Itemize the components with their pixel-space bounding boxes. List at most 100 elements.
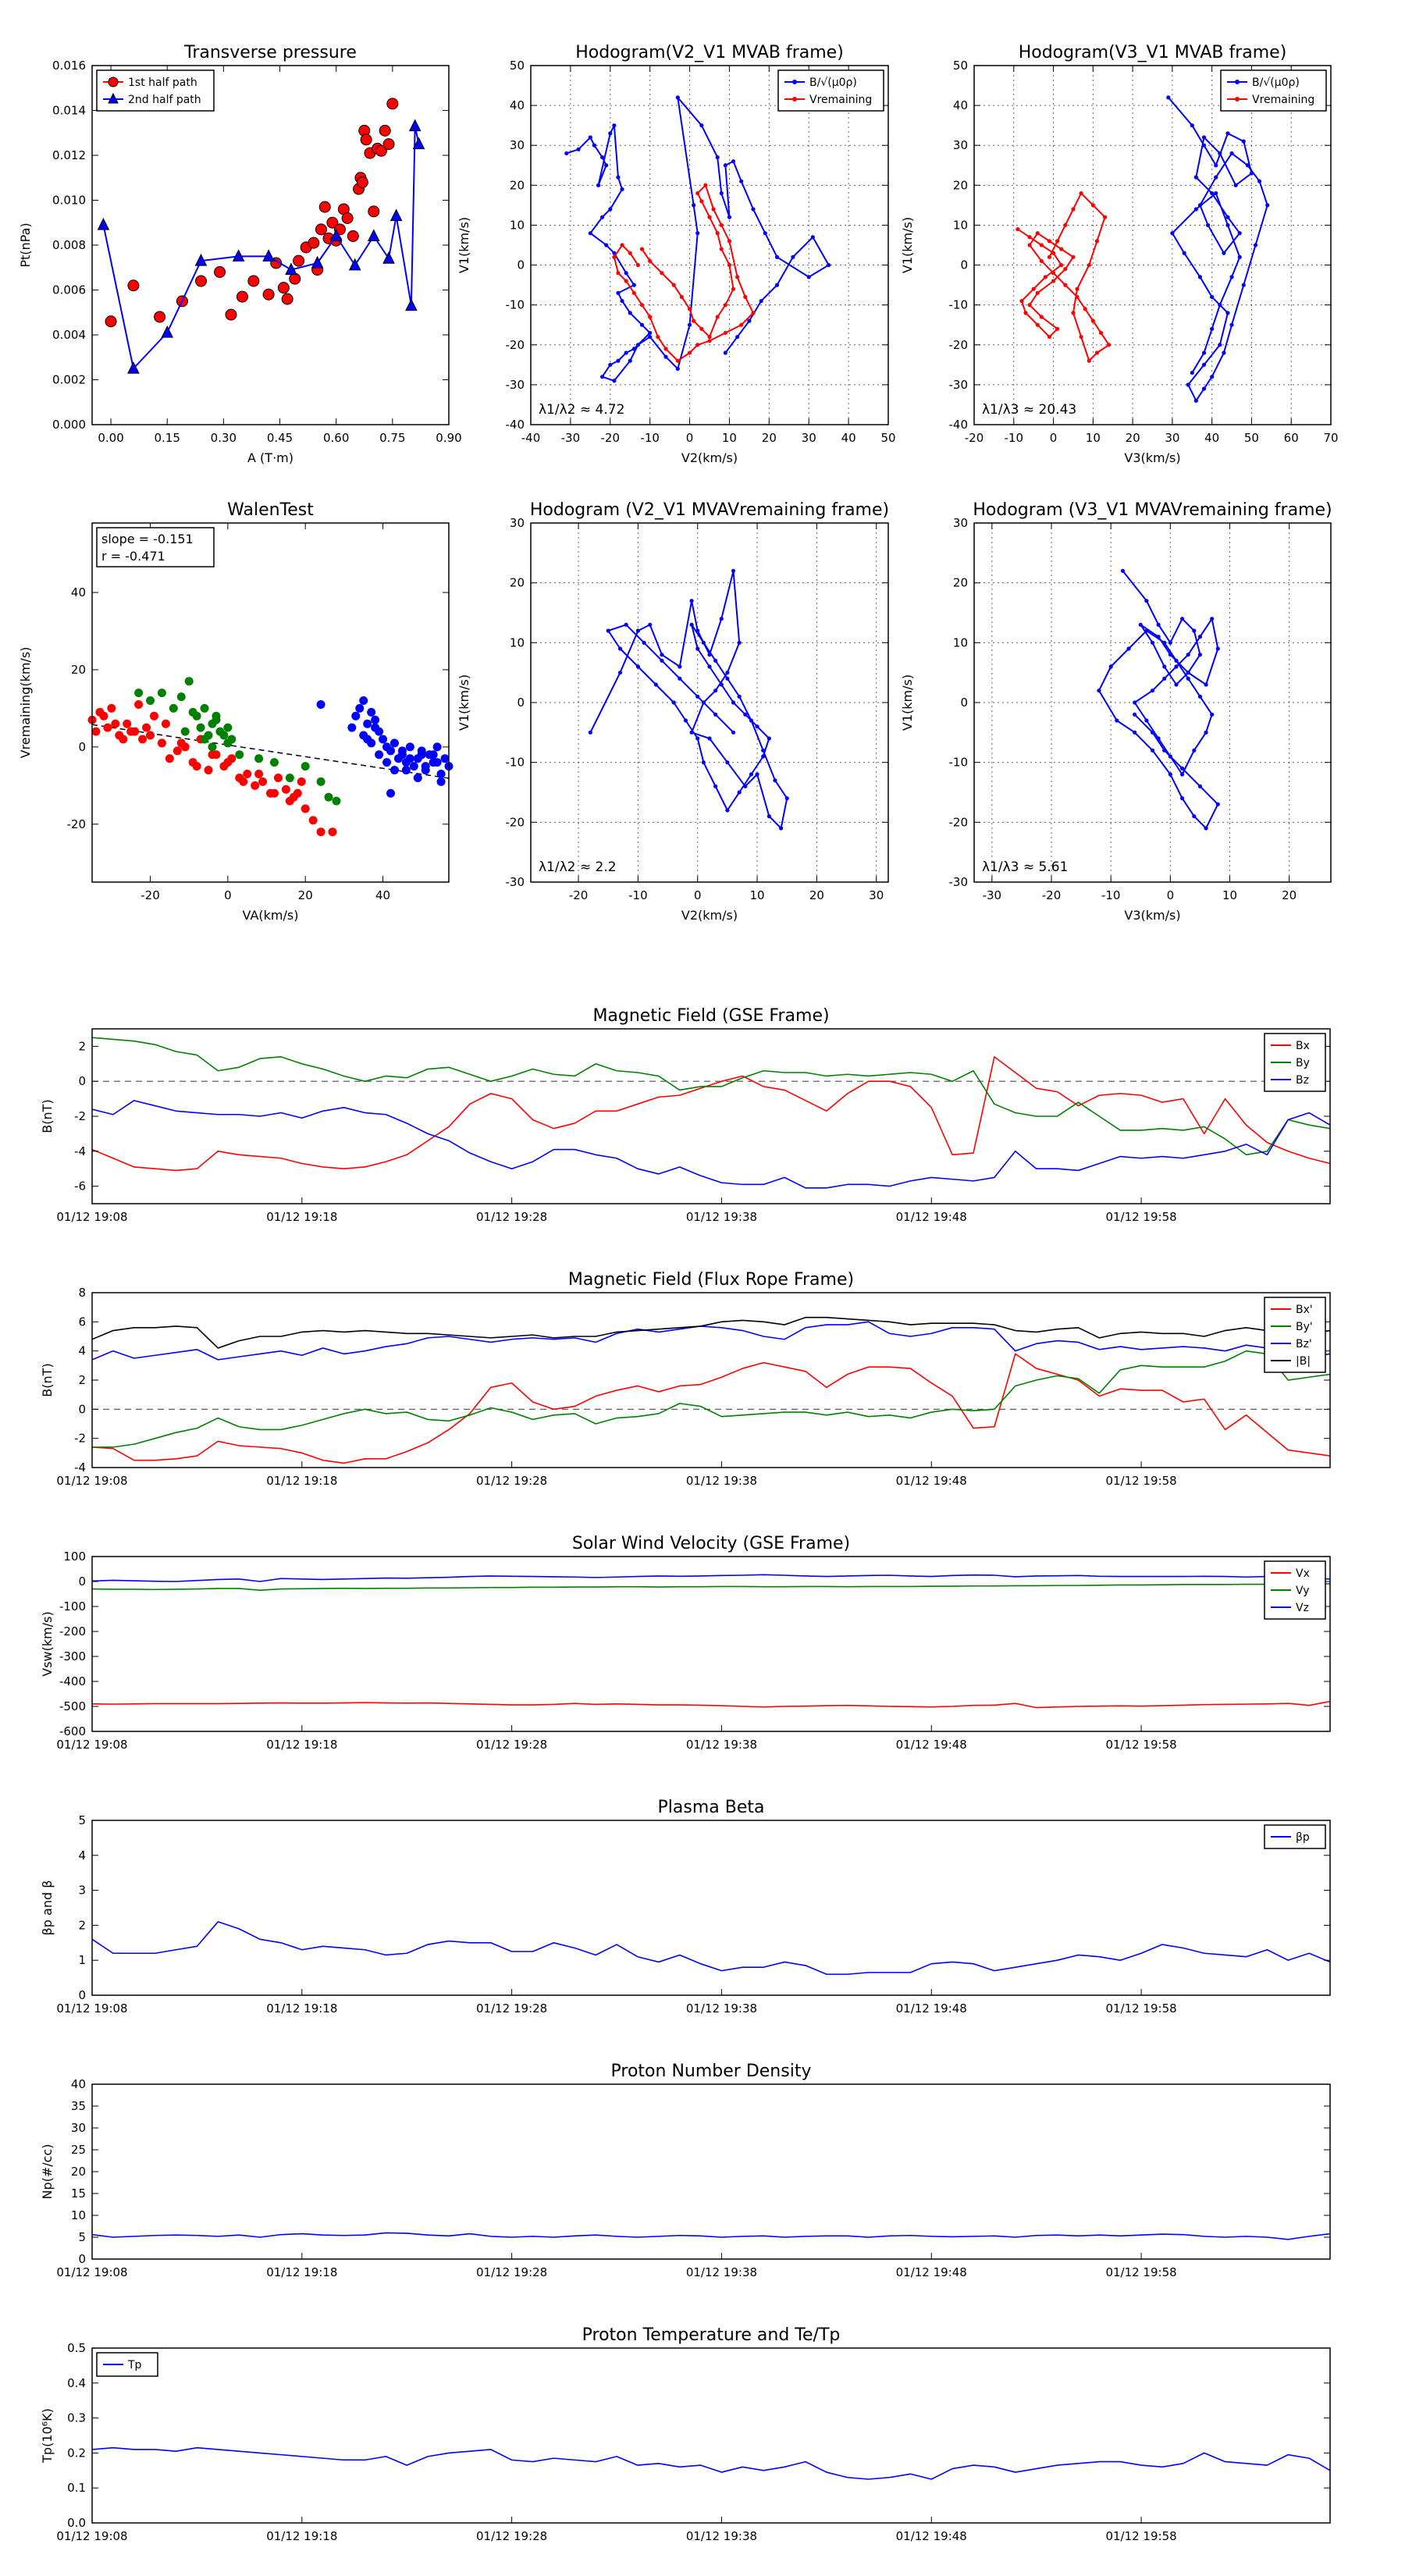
data-point: [784, 796, 789, 801]
chart-mag_gse: -6 -4 -2 0 2 01/12 19:08 01/12 19:18 01/12 19:2…: [40, 1006, 1331, 1224]
x-tick-label: -20: [1042, 888, 1062, 902]
data-point: [1138, 622, 1143, 627]
data-point: [675, 358, 680, 363]
data-point: [1197, 275, 1203, 279]
data-point: [176, 738, 186, 748]
data-point: [713, 658, 718, 663]
y-tick-label: 10: [953, 635, 968, 649]
data-point: [1071, 207, 1076, 212]
y-tick-label: 0.010: [52, 194, 86, 208]
chart-np: 0 5 10 15 20 25 30 35 40 01/12 19:08 01/12 19:18 01…: [40, 2062, 1331, 2279]
x-tick-label: -30: [983, 888, 1002, 902]
data-point: [219, 731, 229, 740]
y-tick-label: 8: [78, 1286, 86, 1300]
data-point: [262, 249, 275, 262]
data-point: [200, 703, 209, 713]
data-point: [624, 350, 628, 355]
x-tick-label: -10: [640, 431, 660, 445]
x-tick-label: 30: [1165, 431, 1179, 445]
data-point: [1144, 718, 1149, 723]
data-point: [1063, 267, 1068, 272]
data-point: [324, 792, 333, 802]
y-tick-label: -30: [949, 378, 969, 392]
y-tick-label: 50: [510, 59, 525, 73]
data-point: [687, 350, 692, 355]
y-tick-label: -500: [59, 1699, 86, 1713]
data-point: [739, 322, 744, 327]
data-point: [127, 361, 140, 374]
data-point: [1174, 658, 1179, 663]
data-point: [247, 275, 260, 287]
data-point: [281, 785, 290, 794]
data-point: [188, 707, 197, 717]
data-point: [1051, 251, 1056, 255]
chart-hodo2: -40 -30 -20 -10 0 10 20 30 40 50 -20 -10 0 10 20 30 40 50…: [900, 43, 1339, 465]
data-point: [719, 247, 724, 251]
data-point: [341, 212, 354, 224]
data-point: [639, 303, 645, 308]
data-point: [616, 271, 621, 276]
data-point: [227, 735, 237, 744]
data-point: [1257, 179, 1262, 183]
y-tick-label: 0: [960, 258, 968, 272]
y-axis-label: Vsw(km/s): [40, 1611, 55, 1676]
legend-marker: [108, 92, 119, 104]
chart-title: Hodogram (V2_V1 MVAVremaining frame): [530, 500, 889, 520]
x-tick-label: 01/12 19:28: [476, 1210, 547, 1224]
data-point: [355, 703, 365, 713]
x-tick-label: -20: [965, 431, 984, 445]
series-line-Np: [91, 2232, 1331, 2240]
y-tick-label: 1: [78, 1953, 86, 1967]
series-line-Vy: [91, 1583, 1331, 1591]
data-point: [759, 298, 763, 304]
data-point: [1094, 350, 1100, 355]
data-point: [678, 676, 682, 681]
data-point: [1210, 190, 1215, 196]
x-tick-label: 10: [1222, 888, 1237, 902]
y-tick-label: -20: [67, 817, 87, 831]
data-point: [401, 766, 411, 775]
data-point: [134, 688, 144, 698]
x-tick-label: 01/12 19:08: [56, 2001, 127, 2016]
data-point: [588, 135, 592, 140]
data-point: [735, 334, 740, 340]
data-point: [436, 770, 446, 779]
y-axis-label: βp and β: [40, 1880, 55, 1936]
data-point: [713, 712, 718, 717]
y-tick-label: 30: [510, 138, 525, 152]
x-tick-label: 01/12 19:28: [476, 1474, 547, 1488]
data-point: [297, 777, 306, 786]
data-point: [628, 358, 632, 363]
data-point: [1179, 796, 1185, 801]
series-line-Vremaining: [1017, 192, 1110, 362]
data-point: [695, 628, 700, 633]
y-tick-label: -20: [949, 338, 969, 352]
y-tick-label: -40: [949, 418, 969, 432]
data-point: [635, 664, 641, 669]
y-tick-label: -30: [506, 378, 525, 392]
data-point: [192, 762, 201, 771]
x-tick-label: -20: [140, 888, 160, 902]
data-point: [99, 711, 108, 720]
data-point: [1174, 682, 1179, 687]
data-point: [727, 262, 732, 268]
data-point: [747, 318, 752, 323]
chart-title: WalenTest: [227, 500, 314, 520]
data-point: [749, 718, 754, 723]
data-point: [715, 231, 720, 236]
data-point: [648, 622, 653, 627]
data-point: [671, 700, 676, 705]
series-line-B/√(μ0ρ): [566, 96, 830, 382]
data-point: [1182, 251, 1186, 255]
y-tick-label: 30: [953, 138, 968, 152]
data-point: [371, 715, 380, 724]
data-point: [1204, 682, 1208, 687]
data-point: [285, 262, 297, 276]
legend-label: 2nd half path: [128, 94, 201, 106]
data-point: [635, 262, 641, 268]
data-point: [1190, 370, 1194, 375]
data-point: [767, 814, 771, 819]
stats-text: slope = -0.151: [101, 532, 194, 546]
data-point: [1035, 322, 1040, 327]
data-point: [725, 760, 730, 765]
